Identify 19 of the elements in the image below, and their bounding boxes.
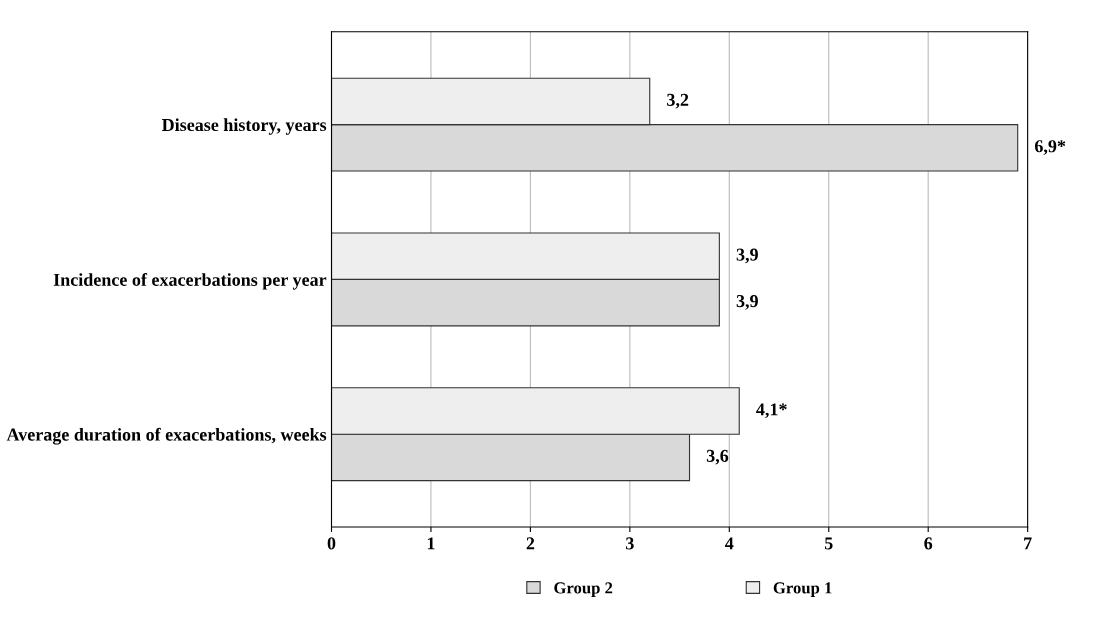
y-tick-label: Disease history, years [161, 118, 327, 135]
y-tick-label: Average duration of exacerbations, weeks [6, 427, 327, 445]
x-tick-label: 0 [327, 537, 336, 550]
data-label: 6,9* [1034, 140, 1066, 155]
data-label: 4,1* [756, 403, 787, 419]
data-label: 3,2 [667, 93, 689, 109]
x-tick-label: 7 [1024, 537, 1032, 550]
x-tick-label: 2 [526, 537, 535, 550]
x-tick-label: 4 [725, 537, 734, 550]
data-label: 3,9 [736, 248, 758, 264]
x-tick-label: 5 [824, 537, 833, 550]
x-tick-label: 1 [427, 537, 435, 550]
data-label: 3,9 [736, 295, 758, 310]
legend-label: Group 1 [773, 582, 832, 597]
y-tick-label: Incidence of exacerbations per year [53, 273, 327, 290]
legend-label: Group 2 [554, 582, 613, 597]
x-tick-label: 6 [924, 537, 933, 550]
x-tick-label: 3 [626, 537, 634, 550]
data-label: 3,6 [706, 449, 729, 465]
